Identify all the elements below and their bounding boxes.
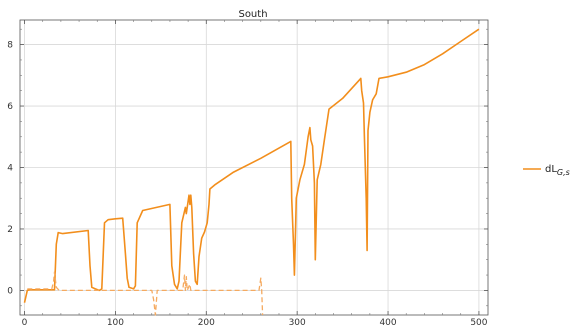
y-tick-label: 0 <box>7 286 13 296</box>
legend: dLG,s <box>523 164 570 177</box>
grid <box>20 20 488 315</box>
series-line-dl-gs <box>23 28 480 303</box>
x-tick-label: 500 <box>470 318 487 326</box>
series-line-dashed <box>27 271 264 316</box>
x-tick-label: 100 <box>107 318 124 326</box>
y-tick-label: 4 <box>7 164 13 174</box>
legend-label: dLG,s <box>545 164 570 177</box>
x-tick-label: 300 <box>289 318 306 326</box>
x-tick-label: 200 <box>198 318 215 326</box>
chart-title: South <box>238 9 267 20</box>
y-tick-label: 2 <box>7 225 13 235</box>
legend-subscript: G,s <box>557 168 570 177</box>
y-tick-label: 6 <box>7 102 13 112</box>
y-tick-label: 8 <box>7 41 13 51</box>
legend-main: dL <box>545 164 557 175</box>
axis-ticks: 0 100 200 300 400 500 0 2 4 6 8 <box>7 20 488 326</box>
x-tick-label: 0 <box>22 318 28 326</box>
series-layer <box>23 28 480 316</box>
x-tick-label: 400 <box>379 318 396 326</box>
